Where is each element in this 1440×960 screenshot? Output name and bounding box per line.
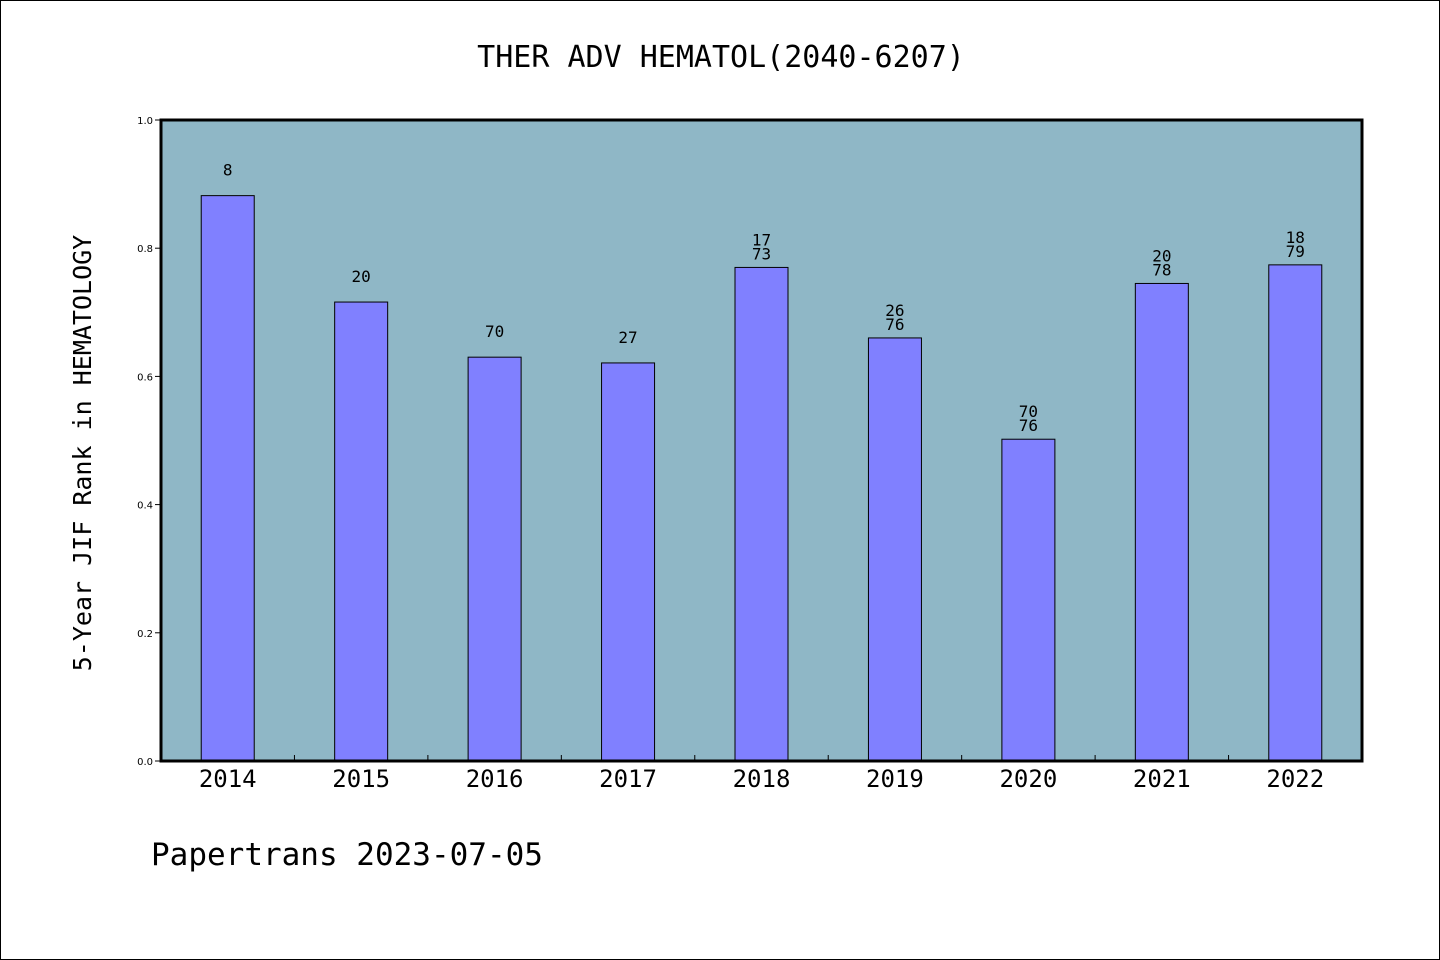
bar-2018 bbox=[734, 266, 789, 762]
chart-title: THER ADV HEMATOL(2040-6207) bbox=[477, 40, 965, 75]
bar-data-label: 79 bbox=[1286, 242, 1305, 261]
y-axis: 0.0 0.2 0.4 0.6 0.8 1.0 bbox=[137, 116, 161, 768]
y-tick-label: 0.2 bbox=[137, 629, 153, 640]
bar-data-label: 76 bbox=[1019, 416, 1038, 435]
x-tick-label: 2015 bbox=[332, 765, 390, 793]
x-tick-label: 2018 bbox=[733, 765, 791, 793]
y-tick-label: 1.0 bbox=[137, 116, 153, 127]
bar-data-label: 76 bbox=[885, 315, 904, 334]
bar-data-label: 18 bbox=[1286, 228, 1305, 247]
bar-data-label: 70 bbox=[485, 322, 504, 341]
y-tick-label: 0.6 bbox=[137, 372, 153, 383]
bar-2022 bbox=[1268, 264, 1323, 762]
bar-2014 bbox=[200, 195, 255, 762]
bar-2017 bbox=[601, 362, 656, 762]
bar-data-label: 20 bbox=[352, 267, 371, 286]
x-tick-label: 2022 bbox=[1266, 765, 1324, 793]
x-tick-label: 2020 bbox=[999, 765, 1057, 793]
bar-2019 bbox=[867, 337, 922, 762]
plot-frame bbox=[159, 118, 1364, 763]
bar-2016 bbox=[467, 356, 522, 762]
bar-2021 bbox=[1134, 282, 1189, 762]
x-tick-label: 2017 bbox=[599, 765, 657, 793]
bar-data-label: 27 bbox=[618, 328, 637, 347]
bar-data-label: 26 bbox=[885, 301, 904, 320]
y-tick-label: 0.4 bbox=[137, 501, 153, 512]
x-tick-label: 2019 bbox=[866, 765, 924, 793]
y-axis-label: 5-Year JIF Rank in HEMATOLOGY bbox=[68, 235, 97, 672]
bar-data-label: 78 bbox=[1152, 260, 1171, 279]
bar-data-label: 70 bbox=[1019, 402, 1038, 421]
x-tick-label: 2016 bbox=[466, 765, 524, 793]
bar-data-label: 20 bbox=[1152, 246, 1171, 265]
bar-2020 bbox=[1001, 438, 1056, 762]
bar-data-label: 73 bbox=[752, 244, 771, 263]
x-axis: 2014 2015 2016 2017 2018 2019 2020 2021 2022 bbox=[199, 755, 1324, 793]
y-tick-label: 0.0 bbox=[137, 757, 153, 768]
footer-credit: Papertrans 2023-07-05 bbox=[151, 837, 543, 873]
bar-data-label: 8 bbox=[223, 161, 233, 180]
x-tick-label: 2014 bbox=[199, 765, 257, 793]
y-tick-label: 0.8 bbox=[137, 244, 153, 255]
bar-2015 bbox=[334, 301, 389, 762]
bar-data-label: 17 bbox=[752, 230, 771, 249]
x-tick-label: 2021 bbox=[1133, 765, 1191, 793]
